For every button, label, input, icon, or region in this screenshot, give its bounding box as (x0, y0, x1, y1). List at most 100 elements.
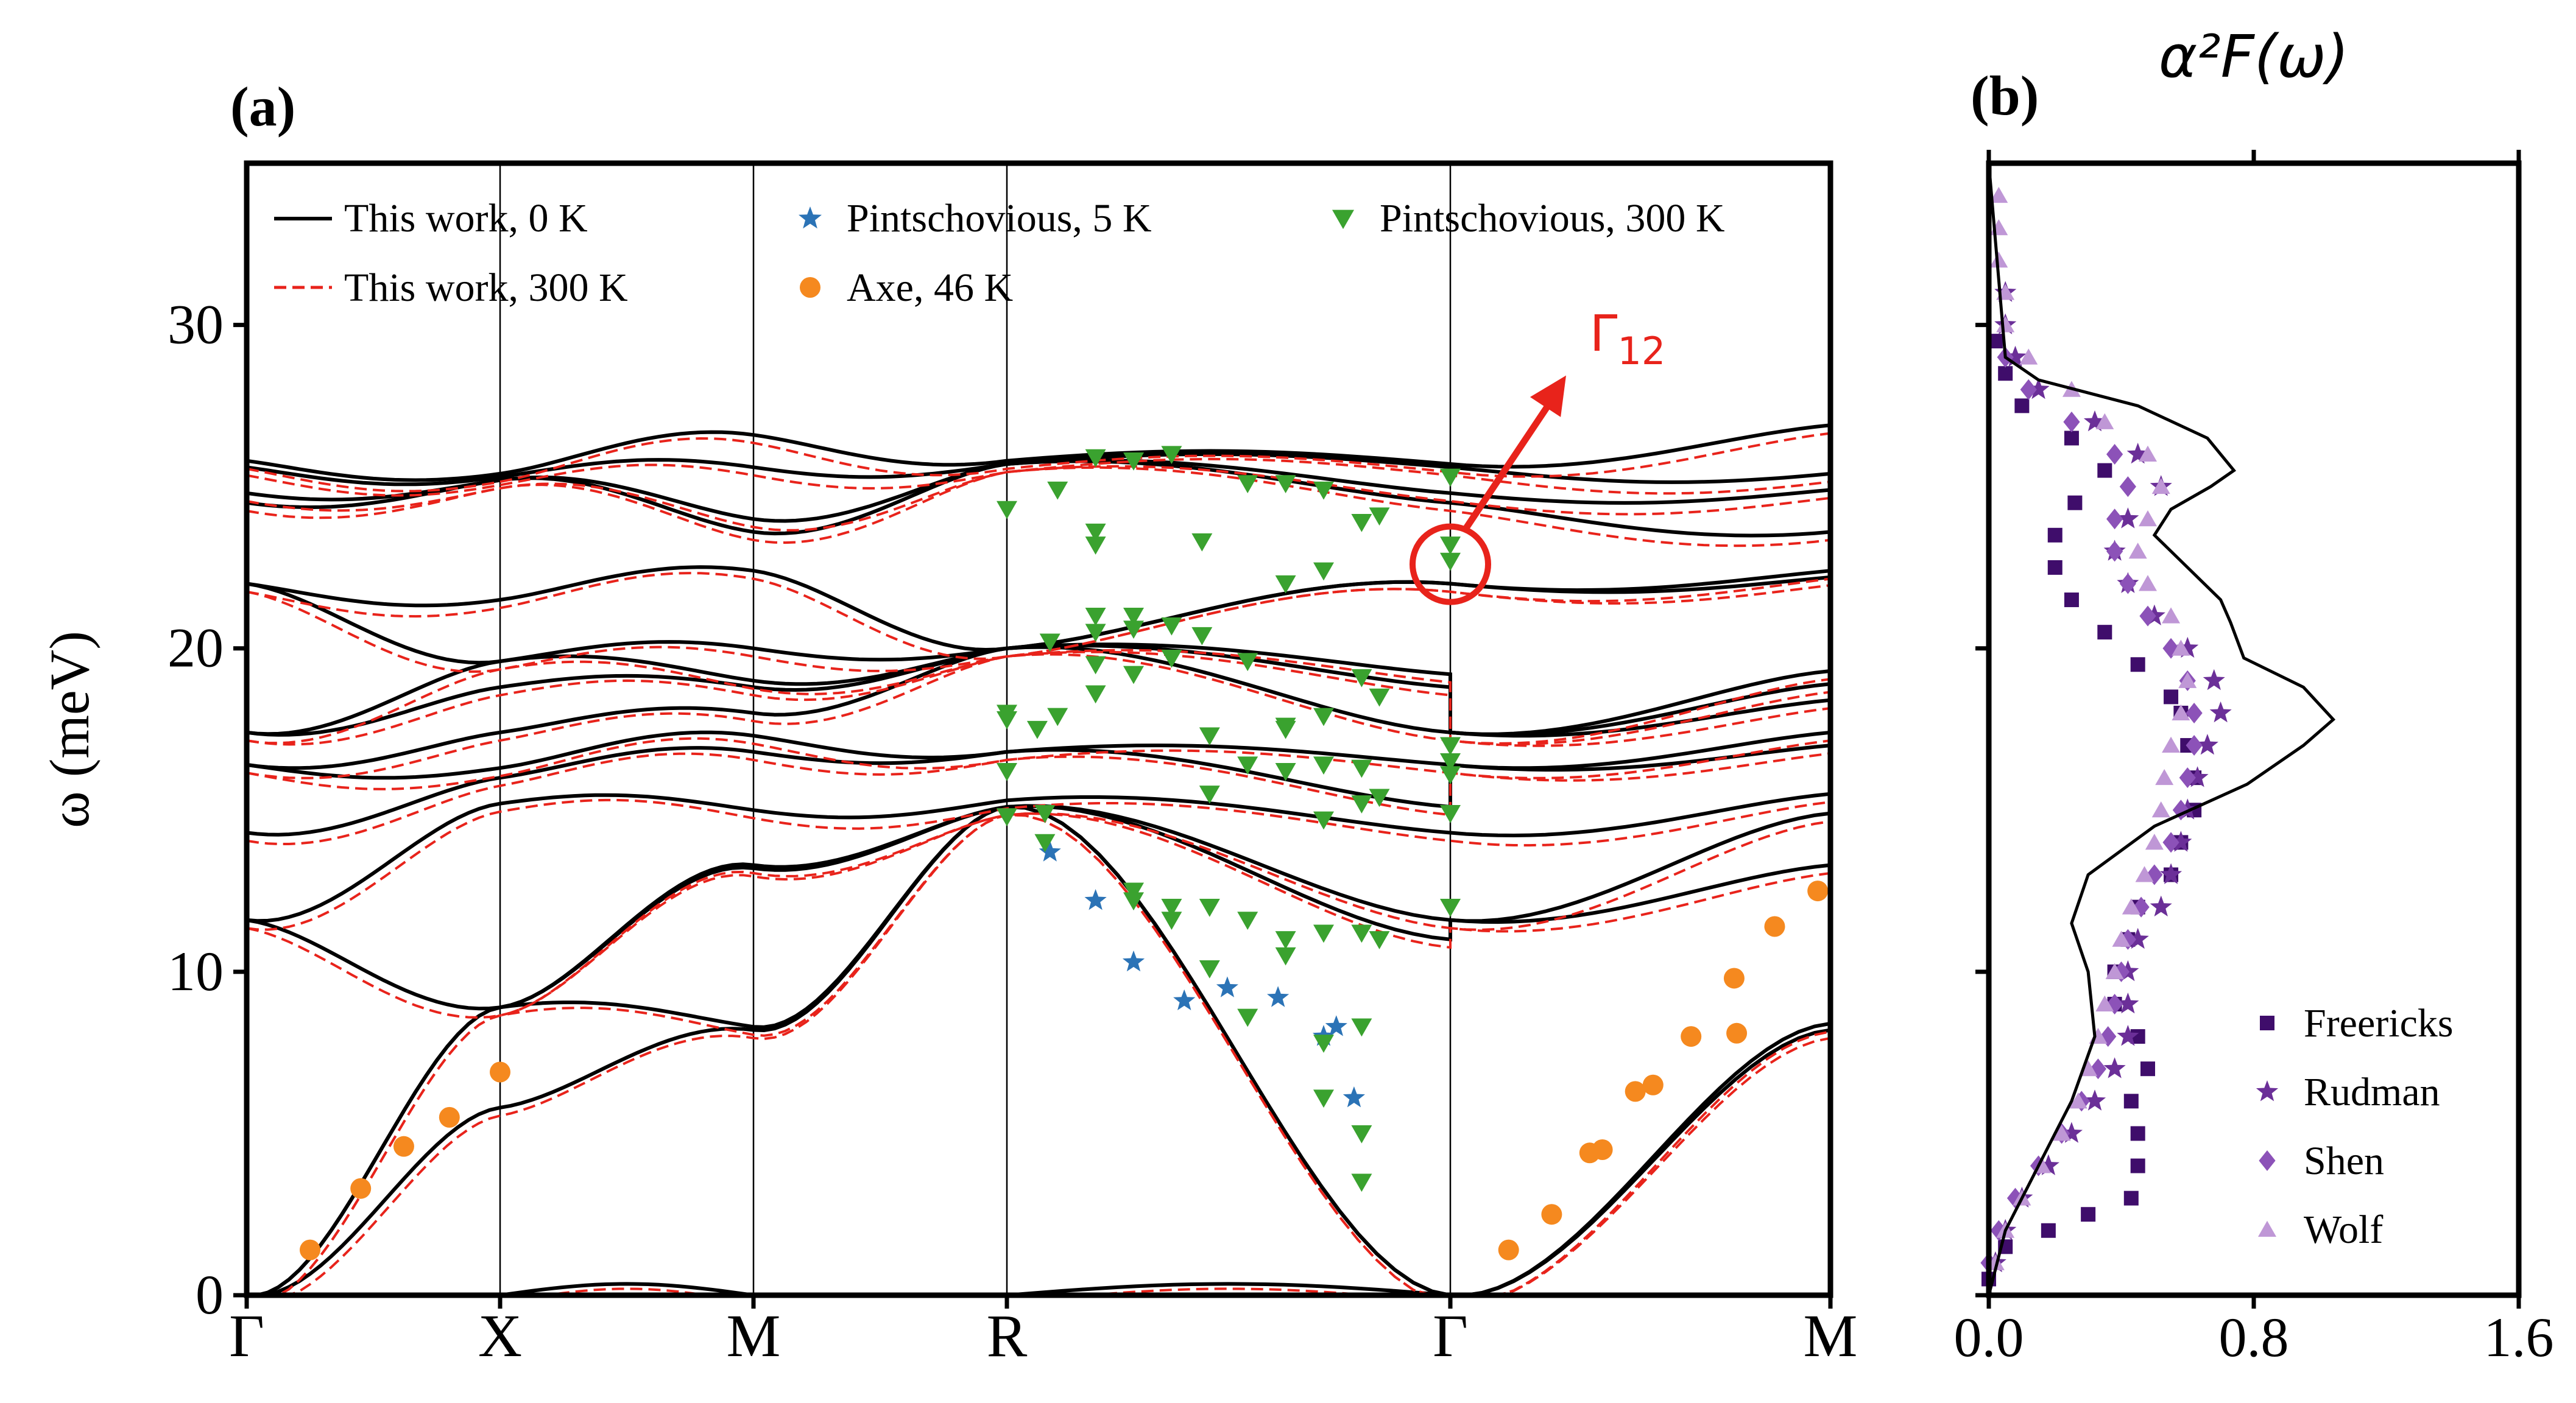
data-point (2126, 443, 2149, 464)
data-point (2083, 1089, 2106, 1111)
data-point (2047, 560, 2063, 575)
data-point (1681, 1026, 1702, 1047)
band-300k (246, 457, 1831, 497)
data-point (2179, 767, 2196, 789)
data-point (2095, 413, 2114, 429)
gamma12-highlight-circle (1410, 523, 1491, 605)
data-point (1343, 1086, 1365, 1108)
b-x-tick-label: 0.0 (1954, 1306, 2024, 1368)
data-point (1161, 446, 1182, 465)
band-300k (246, 465, 1831, 532)
data-point (350, 1178, 372, 1199)
y-tick-label: 20 (168, 617, 224, 679)
x-tick-label: M (1804, 1302, 1858, 1370)
data-point (2162, 607, 2181, 624)
data-point (1275, 475, 1296, 493)
data-point (1313, 924, 1334, 943)
data-point (1173, 989, 1196, 1010)
data-point (1989, 186, 2008, 203)
band-300k (246, 798, 1831, 931)
data-point (2130, 1126, 2145, 1141)
data-point (1807, 881, 1829, 902)
data-point (1085, 608, 1106, 626)
y-tick-label: 0 (196, 1264, 224, 1326)
data-point (1199, 786, 1220, 804)
data-point (2119, 476, 2136, 498)
data-point (2106, 508, 2123, 530)
data-point (2112, 930, 2131, 947)
data-point (1085, 536, 1106, 555)
data-point (2060, 1122, 2083, 1143)
b-x-tick-label: 1.6 (2484, 1306, 2554, 1368)
data-point (1237, 756, 1258, 775)
gamma12-annotation: Γ12 (1410, 305, 1665, 605)
data-point (1039, 840, 1061, 862)
data-point (2178, 672, 2197, 688)
data-point (1369, 789, 1390, 807)
a-experimental-points (300, 446, 1829, 1261)
data-point (2095, 995, 2114, 1011)
data-point (1199, 960, 1220, 979)
data-point (1351, 669, 1372, 687)
data-point (1351, 1173, 1372, 1192)
panel-a: 0 10 20 30 Γ X M R Γ M (a) ω (meV) This work, 0 … (38, 76, 1857, 1370)
band-0k (246, 804, 1831, 1011)
band-300k (246, 572, 1831, 660)
data-point (2155, 768, 2174, 786)
data-point (2081, 1207, 2096, 1222)
x-tick-label: Γ (229, 1302, 264, 1370)
band-0k (246, 452, 1831, 487)
data-point (1764, 916, 1785, 937)
data-point (2139, 445, 2157, 462)
data-point (1723, 968, 1745, 989)
data-point (2151, 477, 2170, 494)
b-plot-frame (1986, 160, 2522, 1298)
data-point (2162, 736, 2181, 753)
data-point (1351, 924, 1372, 943)
data-point (1123, 621, 1144, 639)
data-point (1191, 533, 1213, 552)
b-ticks: 0.0 0.8 1.6 (1954, 150, 2554, 1368)
data-point (2052, 1125, 2071, 1141)
data-point (2064, 431, 2079, 446)
data-point (1351, 1018, 1372, 1037)
data-point (1440, 804, 1461, 823)
data-point (2196, 734, 2218, 755)
data-point (1313, 481, 1334, 500)
x-tick-label: X (478, 1302, 522, 1370)
legend-triangle-shape (1332, 209, 1354, 230)
data-point (1275, 762, 1296, 781)
data-point (1369, 931, 1390, 949)
data-point (2135, 866, 2154, 882)
data-point (1541, 1204, 1562, 1225)
data-point (1275, 575, 1296, 594)
data-point (997, 808, 1017, 827)
data-point (439, 1106, 460, 1128)
legend-label-pintschovious-5k: Pintschovious, 5 K (847, 196, 1152, 241)
band-300k (246, 752, 1831, 845)
data-point (2186, 702, 2203, 723)
data-point (2172, 704, 2190, 720)
legend-marker-pintschovious-300k (1332, 209, 1354, 230)
legend-label-0k: This work, 0 K (344, 196, 588, 241)
data-point (1440, 753, 1461, 772)
data-point (1085, 449, 1106, 468)
data-point (1313, 562, 1334, 581)
y-tick-label: 10 (168, 940, 224, 1002)
data-point (1267, 986, 1290, 1007)
band-300k (246, 649, 1831, 745)
data-point (2170, 831, 2192, 852)
data-point (2139, 510, 2157, 527)
data-point (2123, 1190, 2139, 1206)
data-point (1275, 947, 1296, 966)
data-point (2097, 463, 2112, 478)
data-point (1998, 366, 2013, 381)
data-point (2037, 1154, 2059, 1175)
data-point (2128, 543, 2147, 559)
data-point (1123, 666, 1144, 684)
data-point (2123, 1094, 2139, 1109)
data-point (2122, 898, 2140, 915)
data-point (1325, 1015, 1347, 1036)
data-point (2103, 1057, 2126, 1078)
